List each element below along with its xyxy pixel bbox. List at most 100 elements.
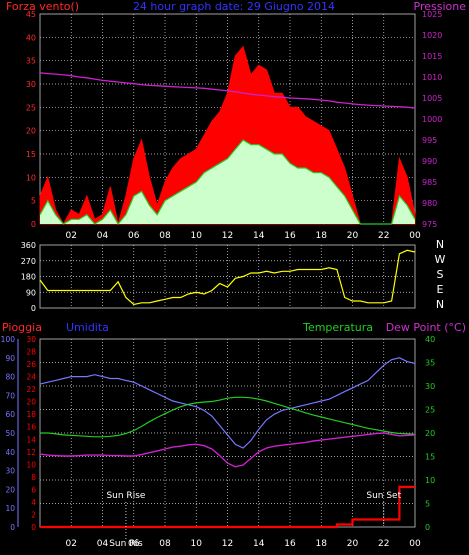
temperature-y-tick: 30 — [425, 382, 435, 391]
dew-point-series — [39, 432, 416, 468]
direction-grid — [40, 245, 415, 308]
humidity-title: Umidita — [66, 321, 109, 334]
temperature-y-tick: 20 — [425, 429, 435, 438]
x-tick-label: 22 — [378, 231, 389, 241]
temperature-title: Temperatura — [302, 321, 373, 334]
x-tick-label: 10 — [191, 539, 203, 549]
x-tick-label: 16 — [284, 539, 296, 549]
x-tick-label: 14 — [253, 539, 265, 549]
humidity-y-tick: 100 — [1, 335, 16, 344]
date-title: 24 hour graph date: 29 Giugno 2014 — [133, 0, 335, 13]
wind-x-ticks: 02 04 06 08 10 12 14 16 18 20 22 00 — [66, 231, 421, 241]
temperature-y-tick: 5 — [425, 500, 430, 509]
x-tick-label: 06 — [128, 231, 140, 241]
wind-y-tick: 30 — [26, 80, 36, 89]
pressure-series — [39, 72, 416, 109]
x-tick-label: 18 — [316, 231, 328, 241]
sun-rise-label: Sun Rise — [106, 491, 145, 501]
compass-label: S — [437, 268, 444, 281]
temperature-y-tick: 10 — [425, 476, 435, 485]
wind-y-tick: 20 — [26, 127, 36, 136]
wind-y-tick: 5 — [31, 197, 36, 206]
direction-y-ticks: 0 90 180 270 360 — [21, 241, 36, 313]
weather-panel: Sun Rise Sun Set Sun Ris 010203040506070… — [1, 335, 436, 549]
weather-x-ticks: 02 04 06 08 10 12 14 16 18 20 22 00 — [66, 539, 421, 549]
direction-y-tick: 360 — [21, 241, 36, 250]
pressure-y-tick: 1005 — [422, 94, 442, 103]
humidity-y-tick: 70 — [5, 391, 15, 400]
x-tick-label: 20 — [347, 231, 359, 241]
temperature-y-tick: 15 — [425, 453, 435, 462]
wind-y-ticks: 0 5 10 15 20 25 30 35 40 45 — [26, 10, 36, 229]
x-tick-label: 12 — [222, 539, 233, 549]
humidity-y-ticks: 0 10 20 30 40 50 60 70 80 90 100 — [1, 335, 16, 532]
compass-label: W — [435, 253, 446, 266]
pressure-y-tick: 995 — [422, 136, 437, 145]
humidity-y-tick: 0 — [10, 523, 15, 532]
direction-y-tick: 90 — [26, 288, 36, 297]
x-tick-label: 20 — [347, 539, 359, 549]
rain-y-tick: 26 — [26, 360, 36, 369]
rain-y-tick: 14 — [26, 435, 36, 444]
pressure-y-tick: 1010 — [422, 73, 442, 82]
humidity-y-tick: 10 — [5, 504, 15, 513]
humidity-y-tick: 60 — [5, 410, 15, 419]
x-tick-label: 18 — [316, 539, 328, 549]
rain-y-tick: 18 — [26, 410, 36, 419]
temperature-y-ticks: 0 5 10 15 20 25 30 35 40 — [425, 335, 435, 532]
x-tick-label: 00 — [409, 539, 421, 549]
x-tick-label: 14 — [253, 231, 265, 241]
x-tick-label: 02 — [66, 539, 77, 549]
pressure-y-tick: 985 — [422, 178, 437, 187]
pressure-y-tick: 980 — [422, 199, 437, 208]
wind-y-tick: 0 — [31, 220, 36, 229]
pressure-y-tick: 1020 — [422, 31, 442, 40]
pressure-y-tick: 1015 — [422, 52, 442, 61]
wind-y-tick: 10 — [26, 173, 36, 182]
humidity-y-tick: 30 — [5, 467, 15, 476]
x-tick-label: 00 — [409, 231, 421, 241]
temperature-y-tick: 25 — [425, 406, 435, 415]
humidity-y-tick: 90 — [5, 354, 15, 363]
temperature-y-tick: 0 — [425, 523, 430, 532]
pressure-y-tick: 990 — [422, 157, 437, 166]
x-tick-label: 22 — [378, 539, 389, 549]
humidity-y-tick: 80 — [5, 373, 15, 382]
pressure-y-tick: 975 — [422, 220, 437, 229]
rain-y-tick: 4 — [31, 498, 36, 507]
humidity-series — [39, 357, 416, 449]
temperature-series — [40, 396, 416, 438]
x-tick-label: 06 — [128, 539, 140, 549]
compass-label: E — [437, 283, 444, 296]
wind-title: Forza vento() — [6, 0, 79, 13]
rain-y-tick: 28 — [26, 348, 36, 357]
direction-y-tick: 180 — [21, 273, 36, 282]
wind-y-tick: 35 — [26, 57, 36, 66]
pressure-y-tick: 1025 — [422, 10, 442, 19]
rain-title: Pioggia — [2, 321, 42, 334]
compass-label: N — [436, 238, 444, 251]
wind-y-tick: 45 — [26, 10, 36, 19]
humidity-y-tick: 40 — [5, 448, 15, 457]
sun-set-label: Sun Set — [366, 491, 401, 501]
rain-series — [40, 485, 415, 529]
rain-y-tick: 12 — [26, 448, 36, 457]
x-tick-label: 08 — [159, 539, 171, 549]
wind-y-tick: 25 — [26, 103, 36, 112]
rain-y-tick: 30 — [26, 335, 36, 344]
pressure-y-tick: 1000 — [422, 115, 442, 124]
rain-y-tick: 10 — [26, 460, 36, 469]
humidity-y-tick: 20 — [5, 485, 15, 494]
compass-label: N — [436, 298, 444, 311]
wind-y-tick: 15 — [26, 150, 36, 159]
temperature-y-tick: 40 — [425, 335, 435, 344]
x-tick-label: 10 — [191, 231, 203, 241]
rain-y-tick: 6 — [31, 485, 36, 494]
rain-y-tick: 20 — [26, 398, 36, 407]
rain-y-tick: 2 — [31, 510, 36, 519]
